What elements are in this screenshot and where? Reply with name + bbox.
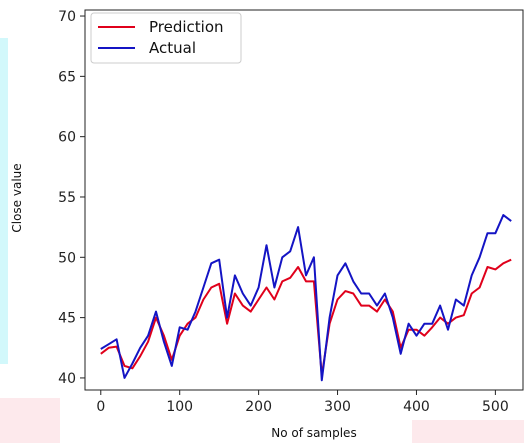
x-axis-label: No of samples: [271, 426, 356, 440]
legend: Prediction Actual: [90, 12, 242, 64]
legend-label-prediction: Prediction: [149, 18, 224, 36]
legend-box: [90, 12, 242, 64]
bottom-left-strip: [0, 398, 60, 443]
x-tick-label: 100: [166, 399, 193, 415]
y-axis-label: Close value: [10, 163, 24, 232]
series-line-prediction: [100, 258, 512, 377]
x-tick-label: 500: [482, 399, 509, 415]
y-tick-label: 40: [58, 371, 76, 387]
y-tick-label: 50: [58, 250, 76, 266]
legend-label-actual: Actual: [149, 39, 196, 57]
y-tick-label: 55: [58, 190, 76, 206]
y-tick-label: 70: [58, 9, 76, 25]
x-tick-label: 300: [324, 399, 351, 415]
axis-ticks: 0 100 200 300 400 500 40 45 50 55 60 65 70: [58, 9, 509, 415]
x-tick-label: 0: [96, 399, 105, 415]
x-tick-label: 400: [403, 399, 430, 415]
y-tick-label: 65: [58, 69, 76, 85]
plot-background: [85, 10, 523, 390]
plot-frame: [84, 9, 524, 391]
x-tick-label: 200: [245, 399, 272, 415]
y-tick-label: 60: [58, 130, 76, 146]
left-edge-strip: [0, 38, 8, 364]
series-line-actual: [100, 214, 512, 382]
y-tick-label: 45: [58, 311, 76, 327]
series-lines: [100, 214, 512, 382]
bottom-right-strip: [412, 420, 524, 443]
